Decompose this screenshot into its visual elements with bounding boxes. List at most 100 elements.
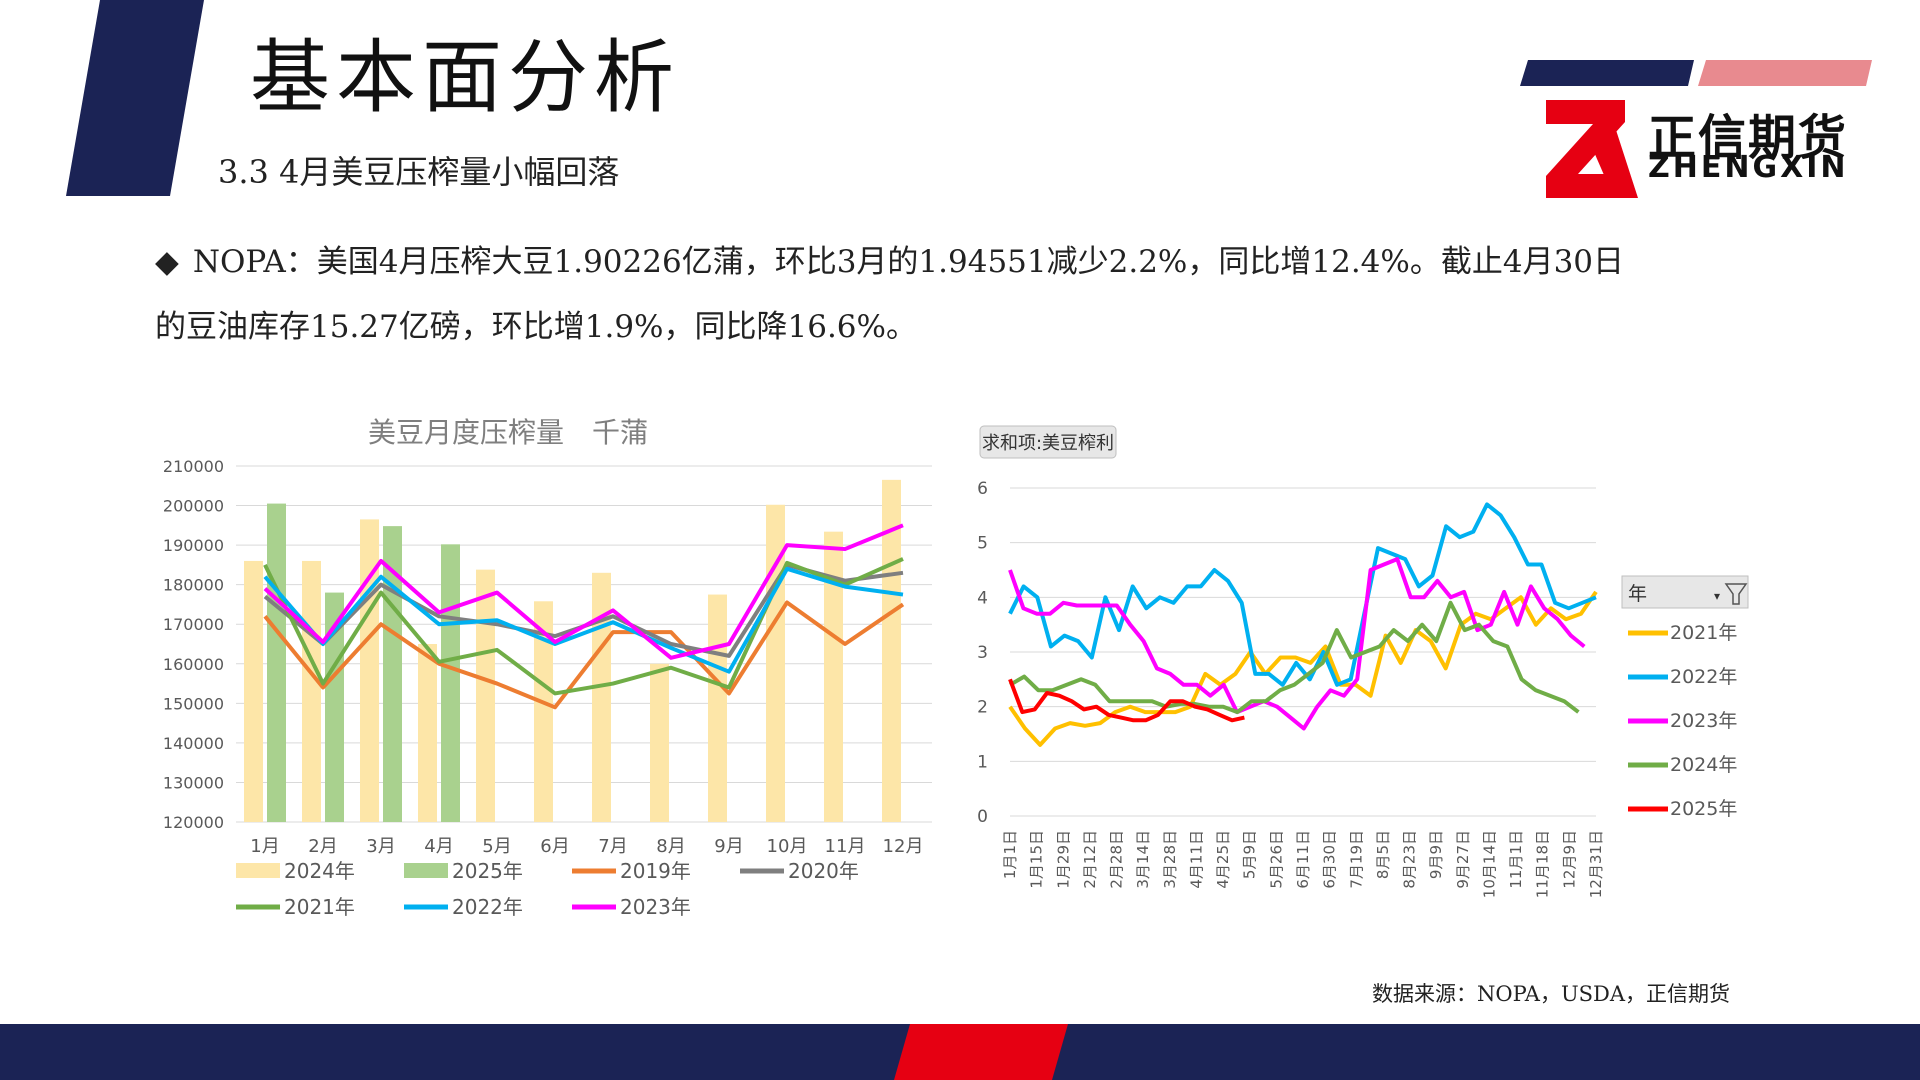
series-line-2019年 xyxy=(263,600,905,710)
bar-2024年 xyxy=(534,601,553,822)
legend-swatch-2024年 xyxy=(236,863,280,878)
y-tick-label: 210000 xyxy=(163,457,224,476)
field-button-label: 求和项:美豆榨利 xyxy=(982,433,1114,454)
summary-text-1: NOPA：美国4月压榨大豆1.90226亿蒲，环比3月的1.94551减少2.2… xyxy=(192,244,1625,280)
legend-label-2023年: 2023年 xyxy=(1670,710,1737,732)
y-tick-label: 0 xyxy=(977,807,988,827)
bar-2025年 xyxy=(325,592,344,822)
logo-navy-bar xyxy=(1520,60,1694,86)
legend-label-2020年: 2020年 xyxy=(788,859,859,883)
legend-label-2024年: 2024年 xyxy=(284,859,355,883)
bar-2024年 xyxy=(244,560,263,822)
legend-label-2022年: 2022年 xyxy=(452,895,523,919)
y-tick-label: 160000 xyxy=(163,655,224,674)
series-line-2023年 xyxy=(263,523,904,660)
x-tick-label: 12月9日 xyxy=(1560,830,1578,889)
summary-line-2: 的豆油库存15.27亿磅，环比增1.9%，同比降16.6%。 xyxy=(155,309,917,345)
legend-filter-box xyxy=(1621,575,1749,609)
diamond-bullet-icon: ◆ xyxy=(155,244,179,280)
legend-label-2025年: 2025年 xyxy=(452,859,523,883)
x-tick-label: 8月23日 xyxy=(1401,830,1419,889)
summary-line-1: ◆ NOPA：美国4月压榨大豆1.90226亿蒲，环比3月的1.94551减少2.… xyxy=(155,230,1755,295)
series-line-2022年 xyxy=(1008,502,1597,687)
y-tick-label: 190000 xyxy=(163,536,224,555)
x-tick-label: 3月14日 xyxy=(1134,830,1152,889)
series-line-2021年 xyxy=(1008,590,1598,747)
summary-paragraph: ◆ NOPA：美国4月压榨大豆1.90226亿蒲，环比3月的1.94551减少2.… xyxy=(155,230,1755,360)
y-tick-label: 170000 xyxy=(163,615,224,634)
y-tick-label: 3 xyxy=(977,643,988,663)
y-tick-label: 200000 xyxy=(163,497,224,516)
page-title: 基本面分析 xyxy=(250,31,680,124)
x-tick-label: 1月15日 xyxy=(1028,830,1046,889)
legend-label-2023年: 2023年 xyxy=(620,895,691,919)
x-tick-label: 1月 xyxy=(250,836,279,857)
x-tick-label: 9月9日 xyxy=(1427,830,1445,879)
legend-label-2019年: 2019年 xyxy=(620,859,691,883)
y-tick-label: 120000 xyxy=(163,813,224,832)
x-tick-label: 11月18日 xyxy=(1534,830,1552,898)
legend-label-2024年: 2024年 xyxy=(1670,754,1737,776)
logo-chinese-name: 正信期货 xyxy=(1648,110,1849,166)
x-tick-label: 11月 xyxy=(825,836,866,857)
x-tick-label: 12月31日 xyxy=(1587,830,1605,898)
x-tick-label: 3月 xyxy=(366,836,395,857)
x-tick-label: 2月28日 xyxy=(1108,830,1126,889)
legend-group: 年 ▾ 2021年 2022年 2023年 2024年 2025年 xyxy=(1621,575,1749,820)
x-tick-label: 8月 xyxy=(656,836,685,857)
x-tick-label: 11月1日 xyxy=(1507,830,1525,889)
x-tick-label: 3月28日 xyxy=(1161,830,1179,889)
bar-2024年 xyxy=(418,644,437,822)
x-tick-label: 10月 xyxy=(767,836,808,857)
y-tick-label: 1 xyxy=(977,752,988,772)
footer-red-accent xyxy=(894,1024,1068,1080)
y-tick-label: 6 xyxy=(977,479,988,499)
y-tick-label: 4 xyxy=(977,588,988,608)
series-line-2021年 xyxy=(263,557,904,696)
x-tick-label: 6月 xyxy=(540,836,569,857)
x-tick-label: 5月26日 xyxy=(1267,830,1285,889)
bar-2024年 xyxy=(650,663,669,822)
dropdown-arrow-icon: ▾ xyxy=(1714,589,1720,603)
chart-title: 美豆月度压榨量 千蒲 xyxy=(368,416,648,449)
x-tick-label: 10月14日 xyxy=(1480,830,1498,898)
y-tick-label: 5 xyxy=(977,534,988,554)
field-button-group: 求和项:美豆榨利 xyxy=(979,425,1117,459)
x-tick-label: 6月30日 xyxy=(1321,830,1339,889)
bar-2024年 xyxy=(476,569,495,822)
data-source-note: 数据来源：NOPA，USDA，正信期货 xyxy=(1372,982,1731,1006)
x-tick-label: 1月1日 xyxy=(1001,830,1019,879)
left-header-parallelogram xyxy=(66,0,204,196)
x-tick-label: 7月 xyxy=(598,836,627,857)
page-subtitle: 3.3 4月美豆压榨量小幅回落 xyxy=(218,153,620,191)
bar-2024年 xyxy=(302,560,321,822)
bar-2025年 xyxy=(267,503,286,822)
bar-2025年 xyxy=(441,544,460,822)
bar-2024年 xyxy=(824,531,843,822)
monthly-crush-chart: 美豆月度压榨量 千蒲 120000 130000 140000 150000 160000… xyxy=(163,416,932,919)
series-line-2024年 xyxy=(1008,600,1580,715)
series-line-2023年 xyxy=(1008,557,1586,731)
x-tick-label: 12月 xyxy=(883,836,924,857)
field-button-box xyxy=(979,425,1117,459)
x-tick-label: 2月 xyxy=(308,836,337,857)
series-line-2025年 xyxy=(1008,678,1245,723)
x-tick-label: 5月 xyxy=(482,836,511,857)
filter-funnel-icon xyxy=(1724,583,1748,605)
x-tick-label: 7月19日 xyxy=(1347,830,1365,889)
legend-label-2022年: 2022年 xyxy=(1670,666,1737,688)
x-tick-label: 1月29日 xyxy=(1054,830,1072,889)
x-tick-label: 4月25日 xyxy=(1214,830,1232,889)
legend-label-2025年: 2025年 xyxy=(1670,798,1737,820)
y-tick-label: 140000 xyxy=(163,734,224,753)
bar-2024年 xyxy=(592,572,611,822)
y-tick-label: 2 xyxy=(977,698,988,718)
y-tick-label: 150000 xyxy=(163,694,224,713)
y-tick-label: 130000 xyxy=(163,773,224,792)
y-tick-label: 180000 xyxy=(163,576,224,595)
x-tick-label: 5月9日 xyxy=(1241,830,1259,879)
logo-z-mark xyxy=(1546,100,1638,198)
series-line-2022年 xyxy=(263,566,904,674)
legend-title: 年 xyxy=(1628,583,1647,605)
